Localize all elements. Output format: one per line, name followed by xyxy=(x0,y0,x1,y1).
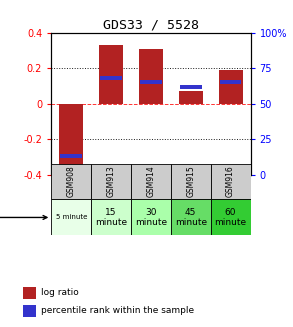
Bar xyxy=(131,164,171,199)
Text: percentile rank within the sample: percentile rank within the sample xyxy=(41,306,194,315)
Text: time: time xyxy=(0,213,47,222)
Bar xyxy=(179,91,203,104)
Text: 45
minute: 45 minute xyxy=(175,208,207,227)
Text: log ratio: log ratio xyxy=(41,288,79,298)
Text: GSM915: GSM915 xyxy=(186,165,195,198)
Bar xyxy=(100,76,122,80)
Bar xyxy=(139,49,163,104)
Bar xyxy=(91,199,131,235)
Bar xyxy=(171,164,211,199)
Bar xyxy=(51,199,91,235)
Text: GSM908: GSM908 xyxy=(67,165,76,198)
Bar xyxy=(131,199,171,235)
Bar xyxy=(211,164,251,199)
Bar xyxy=(23,305,36,317)
Bar xyxy=(140,80,162,84)
Bar xyxy=(91,164,131,199)
Text: GSM913: GSM913 xyxy=(107,165,115,198)
Bar xyxy=(219,70,243,104)
Bar xyxy=(51,164,91,199)
Bar xyxy=(220,80,241,84)
Bar xyxy=(59,104,83,166)
Title: GDS33 / 5528: GDS33 / 5528 xyxy=(103,19,199,31)
Bar xyxy=(180,85,202,89)
Text: 60
minute: 60 minute xyxy=(214,208,247,227)
Text: 15
minute: 15 minute xyxy=(95,208,127,227)
Bar xyxy=(99,45,123,104)
Text: 30
minute: 30 minute xyxy=(135,208,167,227)
Text: GSM916: GSM916 xyxy=(226,165,235,198)
Bar xyxy=(171,199,211,235)
Bar xyxy=(23,287,36,299)
Text: 5 minute: 5 minute xyxy=(55,215,87,220)
Text: GSM914: GSM914 xyxy=(146,165,155,198)
Bar xyxy=(211,199,251,235)
Bar xyxy=(60,154,82,158)
